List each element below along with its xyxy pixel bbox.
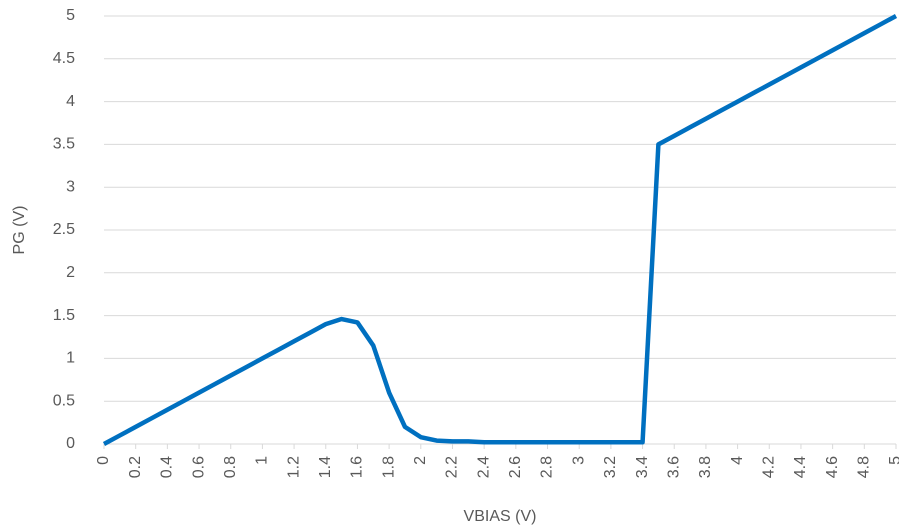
x-tick-label: 5: [887, 456, 899, 465]
y-tick-label: 1: [66, 350, 75, 367]
x-tick-label: 3.2: [602, 456, 619, 478]
x-tick-label: 3: [570, 456, 587, 465]
x-tick-label: 4.8: [856, 456, 873, 478]
y-tick-label: 3: [66, 178, 75, 195]
x-tick-label: 1.6: [349, 456, 366, 478]
x-tick-label: 0.2: [127, 456, 144, 478]
y-tick-label: 2.5: [53, 221, 75, 238]
x-tick-label: 2.2: [444, 456, 461, 478]
x-tick-label: 1.8: [380, 456, 397, 478]
x-tick-label: 3.8: [697, 456, 714, 478]
x-tick-label: 0.6: [190, 456, 207, 478]
x-axis-title: VBIAS (V): [464, 508, 537, 525]
y-tick-label: 0: [66, 435, 75, 452]
x-tick-label: 0.8: [222, 456, 239, 478]
x-tick-label: 2: [412, 456, 429, 465]
y-tick-label: 4: [66, 93, 75, 110]
x-tick-label: 1: [254, 456, 271, 465]
x-tick-label: 4: [729, 456, 746, 465]
y-axis-title: PG (V): [11, 206, 28, 255]
y-tick-label: 5: [66, 7, 75, 24]
y-tick-label: 0.5: [53, 392, 75, 409]
x-tick-label: 1.2: [285, 456, 302, 478]
x-tick-label: 3.4: [634, 456, 651, 478]
y-tick-label: 3.5: [53, 136, 75, 153]
x-tick-label: 2.6: [507, 456, 524, 478]
x-tick-label: 1.4: [317, 456, 334, 478]
line-series: [102, 14, 898, 446]
y-tick-label: 4.5: [53, 50, 75, 67]
x-tick-label: 4.4: [792, 456, 809, 478]
x-tick-label: 3.6: [665, 456, 682, 478]
x-tick-label: 2.4: [475, 456, 492, 478]
y-tick-label: 1.5: [53, 307, 75, 324]
x-tick-label: 0.4: [159, 456, 176, 478]
y-tick-label: 2: [66, 264, 75, 281]
x-tick-label: 0: [95, 456, 112, 465]
x-tick-label: 4.6: [824, 456, 841, 478]
x-tick-label: 4.2: [760, 456, 777, 478]
x-tick-label: 2.8: [539, 456, 556, 478]
